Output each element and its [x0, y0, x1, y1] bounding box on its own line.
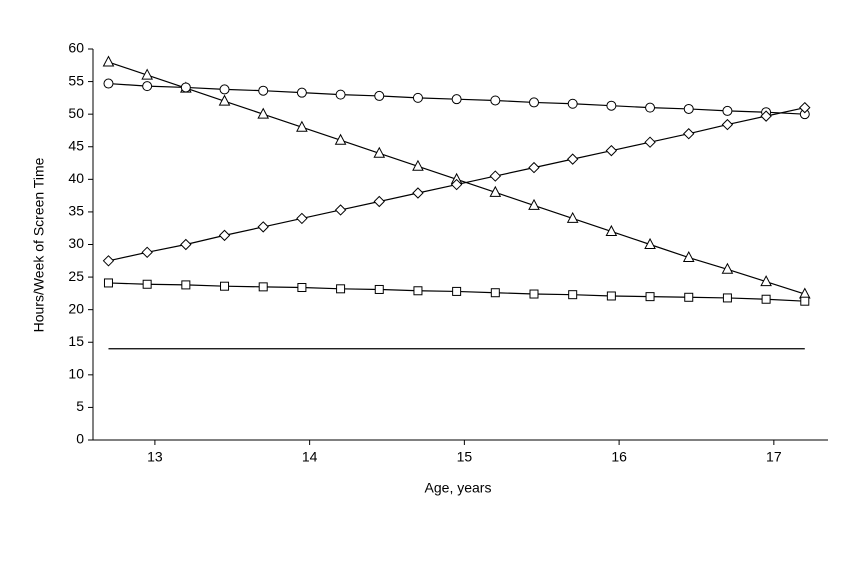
square-marker [258, 282, 268, 292]
triangle-marker [760, 275, 772, 287]
y-tick-label: 25 [68, 268, 84, 284]
square-marker [452, 286, 462, 296]
circle-marker [374, 90, 385, 101]
square-marker [490, 288, 500, 298]
diamond-marker [799, 101, 811, 114]
circle-marker [142, 81, 153, 92]
y-tick-label: 50 [68, 105, 84, 121]
triangle-marker [141, 68, 153, 80]
diamond-marker [489, 170, 502, 182]
square-marker [142, 279, 152, 289]
circle-marker [258, 85, 269, 96]
y-tick-label: 10 [68, 366, 84, 382]
circle-marker [335, 89, 346, 100]
circle-marker [567, 98, 578, 109]
y-tick-label: 0 [76, 431, 84, 447]
diamond-marker [566, 153, 579, 165]
triangle-marker [257, 107, 270, 119]
circle-marker [219, 84, 230, 95]
circle-marker [529, 97, 539, 108]
circle-marker [412, 92, 423, 103]
square-marker [297, 283, 307, 293]
square-marker [374, 284, 384, 294]
x-tick-label: 13 [147, 449, 163, 465]
y-tick-label: 60 [68, 40, 84, 56]
diamond-marker [605, 144, 618, 157]
diamond-marker [218, 229, 231, 242]
x-tick-label: 14 [302, 449, 318, 465]
triangle-marker [218, 94, 231, 106]
circle-marker [180, 82, 191, 93]
y-tick-label: 30 [68, 235, 84, 251]
square-marker [220, 281, 230, 291]
circle-marker [103, 78, 114, 89]
diamond-marker [141, 246, 153, 259]
y-axis-label: Hours/Week of Screen Time [31, 157, 47, 332]
square-marker [413, 286, 423, 296]
circle-marker [645, 102, 656, 113]
triangle-marker [373, 146, 386, 158]
y-tick-label: 45 [68, 137, 84, 153]
diamond-marker [450, 178, 463, 191]
triangle-marker [296, 120, 308, 132]
square-marker [568, 290, 578, 300]
y-tick-label: 40 [68, 170, 84, 186]
y-tick-label: 15 [68, 333, 84, 349]
diamond-marker [373, 195, 385, 208]
square-marker [181, 280, 191, 290]
triangle-marker [682, 250, 695, 263]
triangle-marker [644, 237, 656, 249]
square-marker [645, 292, 655, 302]
y-tick-label: 35 [68, 203, 84, 219]
diamond-marker [180, 238, 192, 251]
diamond-marker [334, 204, 347, 216]
diamond-marker [760, 110, 772, 122]
circle-marker [451, 94, 462, 105]
diamond-marker [412, 187, 424, 199]
square-marker [761, 294, 771, 304]
square-marker [800, 296, 810, 306]
square-marker [722, 293, 732, 303]
x-axis-label: Age, years [425, 480, 492, 496]
circle-marker [683, 103, 694, 114]
triangle-marker [605, 224, 618, 236]
diamond-marker [721, 118, 734, 131]
triangle-marker [566, 211, 579, 223]
y-tick-label: 5 [76, 398, 84, 414]
circle-marker [296, 87, 307, 98]
circle-marker [606, 100, 617, 111]
square-marker [529, 289, 539, 299]
square-marker [336, 284, 346, 294]
circle-marker [722, 105, 733, 116]
square-marker [606, 291, 616, 301]
diamond-marker [296, 212, 308, 225]
x-tick-label: 16 [611, 449, 627, 465]
diamond-marker [644, 136, 656, 148]
y-tick-label: 20 [68, 300, 84, 316]
x-tick-label: 15 [457, 449, 473, 465]
square-marker [684, 292, 694, 302]
triangle-marker [489, 185, 502, 197]
triangle-marker [528, 198, 540, 210]
triangle-marker [721, 262, 734, 274]
diamond-marker [683, 128, 695, 140]
triangle-marker [102, 55, 115, 67]
y-tick-label: 55 [68, 72, 84, 88]
triangle-marker [334, 133, 347, 145]
diamond-marker [528, 161, 540, 174]
diamond-marker [257, 221, 269, 233]
triangle-marker [412, 159, 424, 171]
diamond-marker [102, 255, 115, 267]
x-tick-label: 17 [766, 449, 782, 465]
square-marker [103, 278, 113, 288]
circle-marker [490, 95, 501, 106]
